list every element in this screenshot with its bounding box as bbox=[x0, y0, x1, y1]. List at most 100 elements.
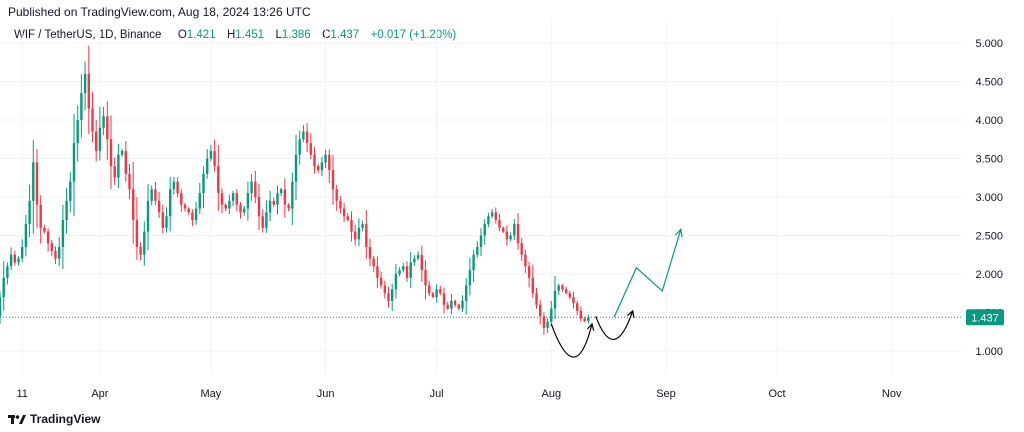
symbol-legend: WIF / TetherUS, 1D, Binance O1.421 H1.45… bbox=[14, 29, 456, 41]
candle-body bbox=[50, 243, 54, 251]
candle-body bbox=[535, 293, 538, 305]
curved-arrowhead bbox=[627, 309, 635, 318]
candle-body bbox=[450, 300, 453, 309]
candle-body bbox=[228, 200, 231, 209]
x-tick-label: Aug bbox=[542, 388, 562, 400]
candle-body bbox=[442, 293, 446, 305]
candle-body bbox=[106, 116, 109, 140]
candle-body bbox=[294, 154, 298, 182]
candle-body bbox=[191, 212, 194, 221]
candle-body bbox=[446, 304, 449, 309]
candle-body bbox=[298, 139, 301, 155]
candle-body bbox=[575, 303, 579, 311]
candle-body bbox=[420, 254, 424, 271]
candle-body bbox=[302, 131, 305, 140]
candle-body bbox=[553, 290, 557, 309]
candle-body bbox=[94, 131, 98, 151]
candle-body bbox=[538, 304, 542, 317]
y-tick-label: 4.500 bbox=[975, 77, 1003, 89]
candle-body bbox=[572, 297, 575, 304]
candle-body bbox=[405, 266, 409, 278]
candle-body bbox=[279, 189, 283, 194]
candle-body bbox=[102, 116, 105, 128]
candle-body bbox=[80, 93, 83, 121]
candle-body bbox=[476, 247, 479, 255]
x-tick-label: May bbox=[201, 388, 222, 400]
candle-body bbox=[128, 173, 131, 190]
y-tick-label: 3.000 bbox=[975, 192, 1003, 204]
candle-body bbox=[17, 258, 20, 263]
candle-body bbox=[568, 293, 572, 298]
close-label: C bbox=[322, 29, 331, 41]
candle-body bbox=[516, 223, 520, 244]
y-tick-label: 4.000 bbox=[975, 115, 1003, 127]
candle-body bbox=[135, 220, 139, 248]
x-tick-label: Jul bbox=[430, 388, 444, 400]
x-tick-label: Apr bbox=[91, 388, 108, 400]
candle-body bbox=[131, 189, 135, 221]
x-tick-label: Nov bbox=[882, 388, 902, 400]
candle-body bbox=[546, 321, 549, 328]
candle-body bbox=[109, 139, 113, 167]
candle-body bbox=[98, 127, 102, 151]
candle-body bbox=[464, 285, 468, 301]
low-label: L bbox=[275, 29, 282, 41]
candle-body bbox=[424, 270, 427, 286]
candle-body bbox=[501, 227, 505, 232]
candle-body bbox=[498, 220, 501, 228]
candle-body bbox=[24, 223, 28, 248]
candle-body bbox=[583, 318, 586, 321]
candle-body bbox=[550, 308, 553, 322]
candle-body bbox=[413, 258, 416, 263]
candle-body bbox=[542, 316, 546, 328]
candle-body bbox=[416, 254, 420, 259]
candle-body bbox=[346, 216, 350, 221]
candle-body bbox=[246, 193, 250, 209]
candle-body bbox=[531, 277, 535, 294]
y-tick-label: 1.000 bbox=[975, 346, 1003, 358]
candle-body bbox=[513, 223, 516, 236]
y-tick-label: 2.000 bbox=[975, 269, 1003, 281]
candle-body bbox=[387, 293, 390, 301]
candle-body bbox=[202, 173, 205, 194]
candle-body bbox=[394, 273, 398, 290]
candle-body bbox=[124, 150, 128, 174]
candle-body bbox=[250, 181, 253, 194]
symbol-title: WIF / TetherUS, 1D, Binance bbox=[14, 29, 162, 41]
candle-body bbox=[353, 231, 357, 240]
x-tick-label: 11 bbox=[16, 388, 27, 400]
candle-body bbox=[113, 166, 116, 178]
candle-body bbox=[316, 166, 320, 171]
candle-body bbox=[0, 297, 2, 317]
candle-body bbox=[242, 208, 246, 213]
candle-body bbox=[479, 235, 483, 248]
candle-body bbox=[46, 231, 50, 244]
candle-body bbox=[468, 270, 472, 286]
candle-body bbox=[320, 162, 324, 171]
candle-body bbox=[520, 243, 523, 255]
candle-body bbox=[461, 300, 464, 309]
candle-body bbox=[291, 181, 294, 209]
candle-body bbox=[180, 193, 183, 205]
x-tick-label: Jun bbox=[317, 388, 335, 400]
candle-body bbox=[509, 235, 512, 240]
candle-body bbox=[453, 300, 457, 305]
candle-body bbox=[524, 254, 527, 267]
candle-body bbox=[231, 193, 235, 201]
candle-body bbox=[9, 254, 13, 267]
candle-body bbox=[372, 258, 375, 267]
candle-body bbox=[398, 270, 401, 274]
candle-body bbox=[265, 212, 268, 228]
candle-body bbox=[209, 150, 213, 159]
candle-body bbox=[564, 289, 568, 294]
candle-body bbox=[154, 189, 157, 201]
candle-body bbox=[183, 204, 187, 209]
candle-body bbox=[409, 262, 412, 278]
candle-body bbox=[235, 193, 239, 205]
candle-body bbox=[254, 181, 257, 197]
open-label: O bbox=[177, 29, 187, 41]
tradingview-brand: TradingView bbox=[30, 412, 101, 426]
candle-body bbox=[205, 158, 209, 174]
candle-body bbox=[220, 193, 224, 205]
